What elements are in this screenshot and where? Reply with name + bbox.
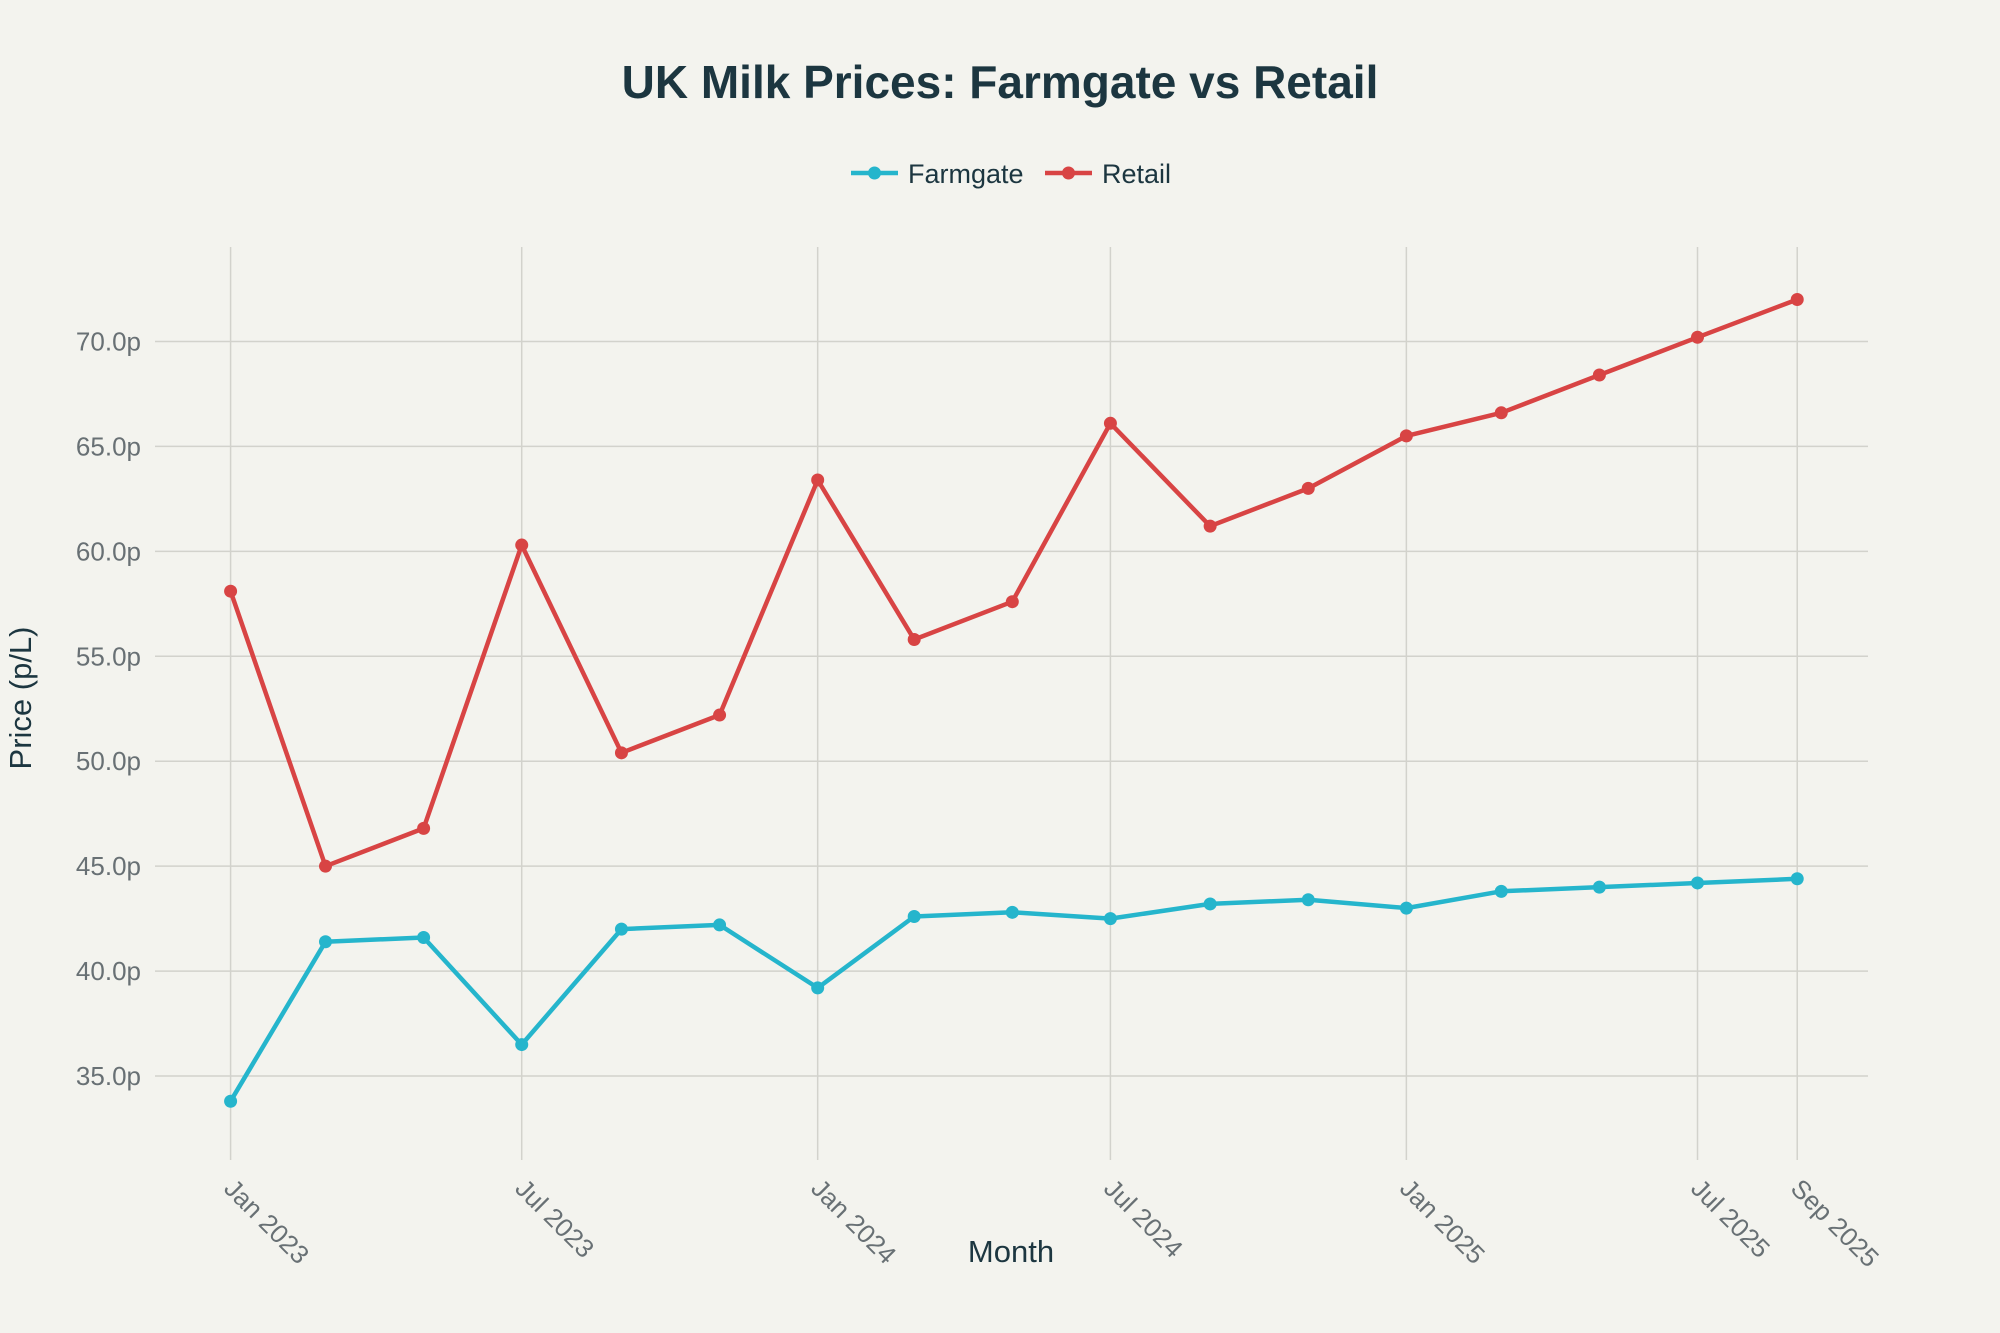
data-point: [1203, 519, 1217, 533]
data-point: [1790, 872, 1804, 886]
x-tick-label: Jan 2023: [218, 1173, 315, 1270]
data-point: [417, 821, 431, 835]
data-point: [224, 584, 238, 598]
data-point: [417, 931, 431, 945]
x-tick-label: Jul 2023: [509, 1173, 600, 1264]
y-tick-label: 70.0p: [76, 326, 141, 356]
data-point: [1494, 406, 1508, 420]
data-point: [1005, 905, 1019, 919]
legend-swatch-marker: [868, 166, 881, 180]
data-point: [1494, 884, 1508, 898]
data-point: [515, 1038, 529, 1052]
series-retail: [224, 292, 1804, 873]
chart-title: UK Milk Prices: Farmgate vs Retail: [622, 56, 1379, 108]
data-point: [1301, 481, 1315, 495]
legend-label: Farmgate: [908, 159, 1024, 189]
x-tick-label: Jul 2024: [1098, 1173, 1189, 1264]
data-point: [1592, 368, 1606, 382]
data-point: [1301, 893, 1315, 907]
data-point: [1399, 901, 1413, 915]
data-point: [1592, 880, 1606, 894]
data-point: [1399, 429, 1413, 443]
data-point: [1203, 897, 1217, 911]
series-farmgate: [224, 872, 1804, 1108]
data-point: [1691, 330, 1705, 344]
legend-item-farmgate: Farmgate: [851, 159, 1024, 189]
x-tick-label: Jan 2024: [805, 1173, 902, 1270]
legend-item-retail: Retail: [1045, 159, 1171, 189]
data-point: [1691, 876, 1705, 890]
data-point: [811, 981, 825, 995]
y-tick-label: 65.0p: [76, 431, 141, 461]
legend: Farmgate Retail: [851, 159, 1171, 189]
data-point: [614, 746, 628, 760]
series-lines: [224, 292, 1804, 1108]
x-tick-label: Sep 2025: [1785, 1173, 1885, 1273]
data-point: [907, 632, 921, 646]
data-point: [713, 918, 727, 932]
x-axis-title: Month: [968, 1234, 1054, 1269]
y-tick-label: 55.0p: [76, 641, 141, 671]
y-tick-label: 35.0p: [76, 1061, 141, 1091]
y-tick-label: 50.0p: [76, 746, 141, 776]
y-tick-label: 60.0p: [76, 536, 141, 566]
legend-label: Retail: [1102, 159, 1171, 189]
data-point: [318, 935, 332, 949]
series-line: [228, 297, 1800, 869]
data-point: [1005, 595, 1019, 609]
data-point: [713, 708, 727, 722]
data-point: [811, 473, 825, 487]
data-point: [1103, 416, 1117, 430]
data-point: [515, 538, 529, 552]
data-point: [1790, 292, 1804, 306]
data-point: [1103, 912, 1117, 926]
data-point: [224, 1094, 238, 1108]
grid: [155, 247, 1868, 1160]
x-tick-label: Jan 2025: [1394, 1173, 1491, 1270]
data-point: [907, 910, 921, 924]
data-point: [614, 922, 628, 936]
data-point: [318, 859, 332, 873]
y-tick-label: 40.0p: [76, 956, 141, 986]
x-tick-label: Jul 2025: [1685, 1173, 1776, 1264]
y-axis-ticks: 35.0p 40.0p 45.0p 50.0p 55.0p 60.0p 65.0p 70.0p: [76, 326, 141, 1091]
y-tick-label: 45.0p: [76, 851, 141, 881]
legend-swatch-marker: [1062, 166, 1075, 180]
y-axis-title: Price (p/L): [3, 627, 38, 770]
